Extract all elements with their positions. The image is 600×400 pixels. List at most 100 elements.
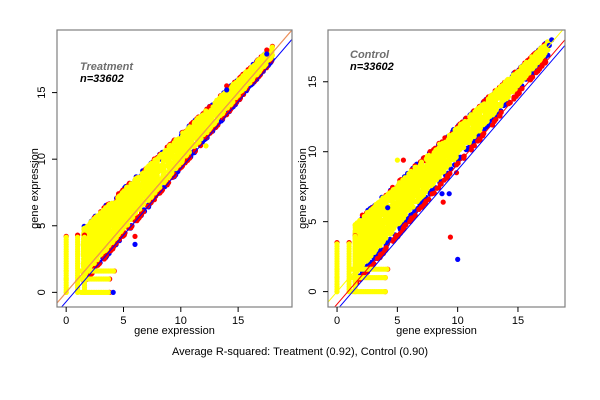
point-yellow <box>136 175 142 181</box>
point-yellow <box>155 155 161 162</box>
x-axis-label: gene expression <box>134 325 215 337</box>
point-yellow <box>449 141 455 147</box>
outlier-point <box>224 87 230 93</box>
point-yellow <box>472 109 478 115</box>
point-yellow <box>439 158 445 164</box>
point-yellow <box>382 196 389 202</box>
point-yellow <box>381 201 387 208</box>
point-yellow <box>444 148 450 154</box>
point-yellow <box>512 86 518 92</box>
point-yellow <box>202 122 208 128</box>
point-yellow <box>83 225 89 231</box>
point-yellow <box>425 170 431 176</box>
point-yellow <box>408 179 414 185</box>
point-yellow <box>111 204 117 210</box>
point-yellow <box>374 209 380 215</box>
point-yellow <box>143 166 149 173</box>
outlier-point <box>439 191 445 197</box>
y-tick-label: 10 <box>307 146 319 158</box>
point-yellow <box>187 135 193 142</box>
point-yellow <box>89 242 95 249</box>
point-yellow <box>130 181 136 187</box>
point-red <box>431 190 437 196</box>
point-yellow <box>173 146 179 152</box>
point-yellow <box>357 226 363 233</box>
fit-line <box>60 38 292 307</box>
point-yellow <box>373 215 379 221</box>
point-yellow <box>217 95 223 101</box>
point-yellow <box>212 100 219 106</box>
point-yellow <box>385 213 391 219</box>
outlier-point <box>132 241 138 247</box>
point-yellow <box>382 289 388 295</box>
point-yellow <box>158 165 164 171</box>
point-yellow <box>150 169 156 175</box>
point-yellow <box>113 223 119 229</box>
point-yellow <box>104 229 111 235</box>
point-yellow <box>120 191 126 197</box>
point-yellow <box>495 88 501 94</box>
outlier-point <box>264 47 270 53</box>
point-yellow <box>352 224 359 230</box>
point-yellow <box>404 185 410 191</box>
point-red <box>436 185 442 191</box>
plot-area <box>57 30 292 307</box>
point-yellow <box>187 128 193 134</box>
point-yellow <box>148 160 154 166</box>
point-yellow <box>514 82 521 88</box>
point-yellow <box>362 227 368 233</box>
point-yellow <box>257 59 263 65</box>
point-yellow <box>191 135 197 141</box>
point-yellow <box>92 223 98 229</box>
point-yellow <box>485 101 491 107</box>
point-yellow <box>387 223 393 229</box>
point-yellow <box>370 220 376 226</box>
point-yellow <box>480 103 486 109</box>
point-yellow <box>162 149 168 155</box>
point-yellow <box>416 169 422 175</box>
point-yellow <box>395 207 401 213</box>
point-yellow <box>456 133 462 139</box>
point-yellow <box>386 191 393 197</box>
point-yellow <box>165 159 171 165</box>
point-yellow <box>430 169 436 175</box>
panel-sample-size: n=33602 <box>80 73 124 85</box>
point-yellow <box>230 91 236 97</box>
outlier-point <box>418 181 425 187</box>
point-yellow <box>410 186 417 192</box>
x-tick-label: 0 <box>63 315 69 327</box>
fit-line <box>57 30 292 304</box>
point-red <box>423 200 429 206</box>
point-yellow <box>127 216 134 223</box>
point-yellow <box>365 257 371 263</box>
point-red <box>469 144 475 150</box>
point-yellow <box>87 233 93 240</box>
point-yellow <box>112 231 118 238</box>
outlier-point <box>394 157 400 163</box>
point-yellow <box>352 233 358 239</box>
point-yellow <box>140 184 146 190</box>
point-yellow <box>334 266 340 272</box>
point-yellow <box>102 220 108 226</box>
point-yellow <box>128 208 134 215</box>
point-yellow <box>463 128 469 134</box>
point-yellow <box>127 196 133 202</box>
point-yellow <box>395 186 401 193</box>
points-layer <box>334 37 555 295</box>
point-yellow <box>431 177 437 183</box>
point-yellow <box>391 188 397 194</box>
outlier-point <box>132 233 138 239</box>
point-yellow <box>399 204 405 210</box>
point-yellow <box>138 192 144 198</box>
point-yellow <box>484 118 490 124</box>
point-yellow <box>183 136 189 142</box>
point-yellow <box>542 48 549 54</box>
point-yellow <box>88 219 94 225</box>
point-blue <box>481 126 487 132</box>
point-yellow <box>449 156 455 162</box>
point-yellow <box>506 77 512 83</box>
outlier-point <box>110 289 116 295</box>
outlier-point <box>440 199 446 205</box>
point-yellow <box>431 164 437 170</box>
